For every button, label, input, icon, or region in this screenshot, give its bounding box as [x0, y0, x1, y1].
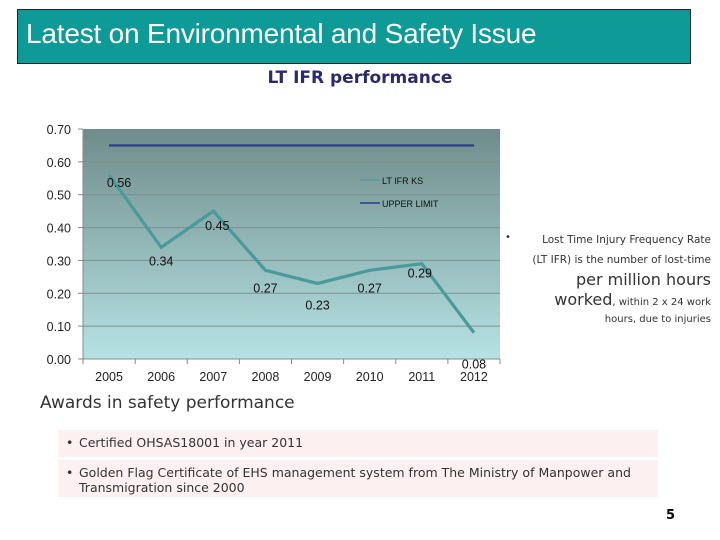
y-tick-label: 0.70	[47, 123, 71, 137]
data-label: 0.27	[253, 281, 277, 295]
series-line-lt-ifr-ks	[107, 174, 476, 334]
award-text-ohsas: Certified OHSAS18001 in year 2011	[66, 435, 650, 450]
page-number: 5	[666, 508, 676, 523]
y-tick-label: 0.30	[47, 254, 71, 268]
x-tick-label: 2005	[95, 370, 123, 384]
x-tick-label: 2012	[460, 370, 488, 384]
y-tick-label: 0.10	[47, 320, 71, 334]
chart-title: LT IFR performance	[267, 68, 453, 88]
legend-label-upper-limit: UPPER LIMIT	[382, 199, 439, 209]
bullet-icon: •	[505, 232, 511, 243]
award-item: Certified OHSAS18001 in year 2011	[58, 430, 658, 457]
x-tick-label: 2009	[304, 370, 332, 384]
note-line-5: hours, due to injuries	[604, 314, 711, 325]
plot-area	[83, 129, 500, 359]
lt-ifr-definition-note: • Lost Time Injury Frequency Rate (LT IF…	[505, 230, 711, 327]
data-label: 0.45	[205, 219, 229, 233]
y-tick-label: 0.50	[47, 189, 71, 203]
title-banner: Latest on Environmental and Safety Issue	[17, 9, 691, 64]
note-line-1: Lost Time Injury Frequency Rate	[542, 234, 711, 246]
awards-heading: Awards in safety performance	[40, 393, 295, 413]
legend-label-lt-ifr-ks: LT IFR KS	[382, 176, 423, 186]
slide-title: Latest on Environmental and Safety Issue	[26, 18, 537, 49]
y-tick-label: 0.20	[47, 287, 71, 301]
data-label: 0.08	[462, 358, 486, 372]
note-line-4-rest: , within 2 x 24 work	[612, 297, 711, 308]
x-tick-label: 2008	[252, 370, 280, 384]
y-tick-label: 0.00	[47, 353, 71, 367]
x-tick-label: 2010	[356, 370, 384, 384]
award-item: Golden Flag Certificate of EHS managemen…	[58, 460, 658, 497]
x-tick-label: 2011	[408, 370, 435, 384]
x-tick-label: 2006	[147, 370, 175, 384]
data-label: 0.27	[358, 281, 382, 295]
note-line-4-emphasis: worked	[554, 290, 613, 309]
x-tick-label: 2007	[199, 370, 227, 384]
note-line-3: per million hours	[575, 270, 711, 289]
lt-ifr-line-chart: 0.00 0.10 0.20 0.30 0.40 0.50 0.60 0.70 2005 2006…	[47, 123, 501, 384]
note-line-2: (LT IFR) is the number of lost-time	[532, 254, 711, 266]
data-label: 0.23	[305, 298, 329, 312]
legend: LT IFR KS UPPER LIMIT	[360, 176, 439, 209]
data-label: 0.34	[149, 254, 173, 268]
award-text-golden-flag: Golden Flag Certificate of EHS managemen…	[66, 465, 650, 495]
y-tick-label: 0.60	[47, 156, 71, 170]
data-label: 0.29	[408, 267, 432, 281]
y-tick-label: 0.40	[47, 222, 71, 236]
data-label: 0.56	[107, 176, 131, 190]
